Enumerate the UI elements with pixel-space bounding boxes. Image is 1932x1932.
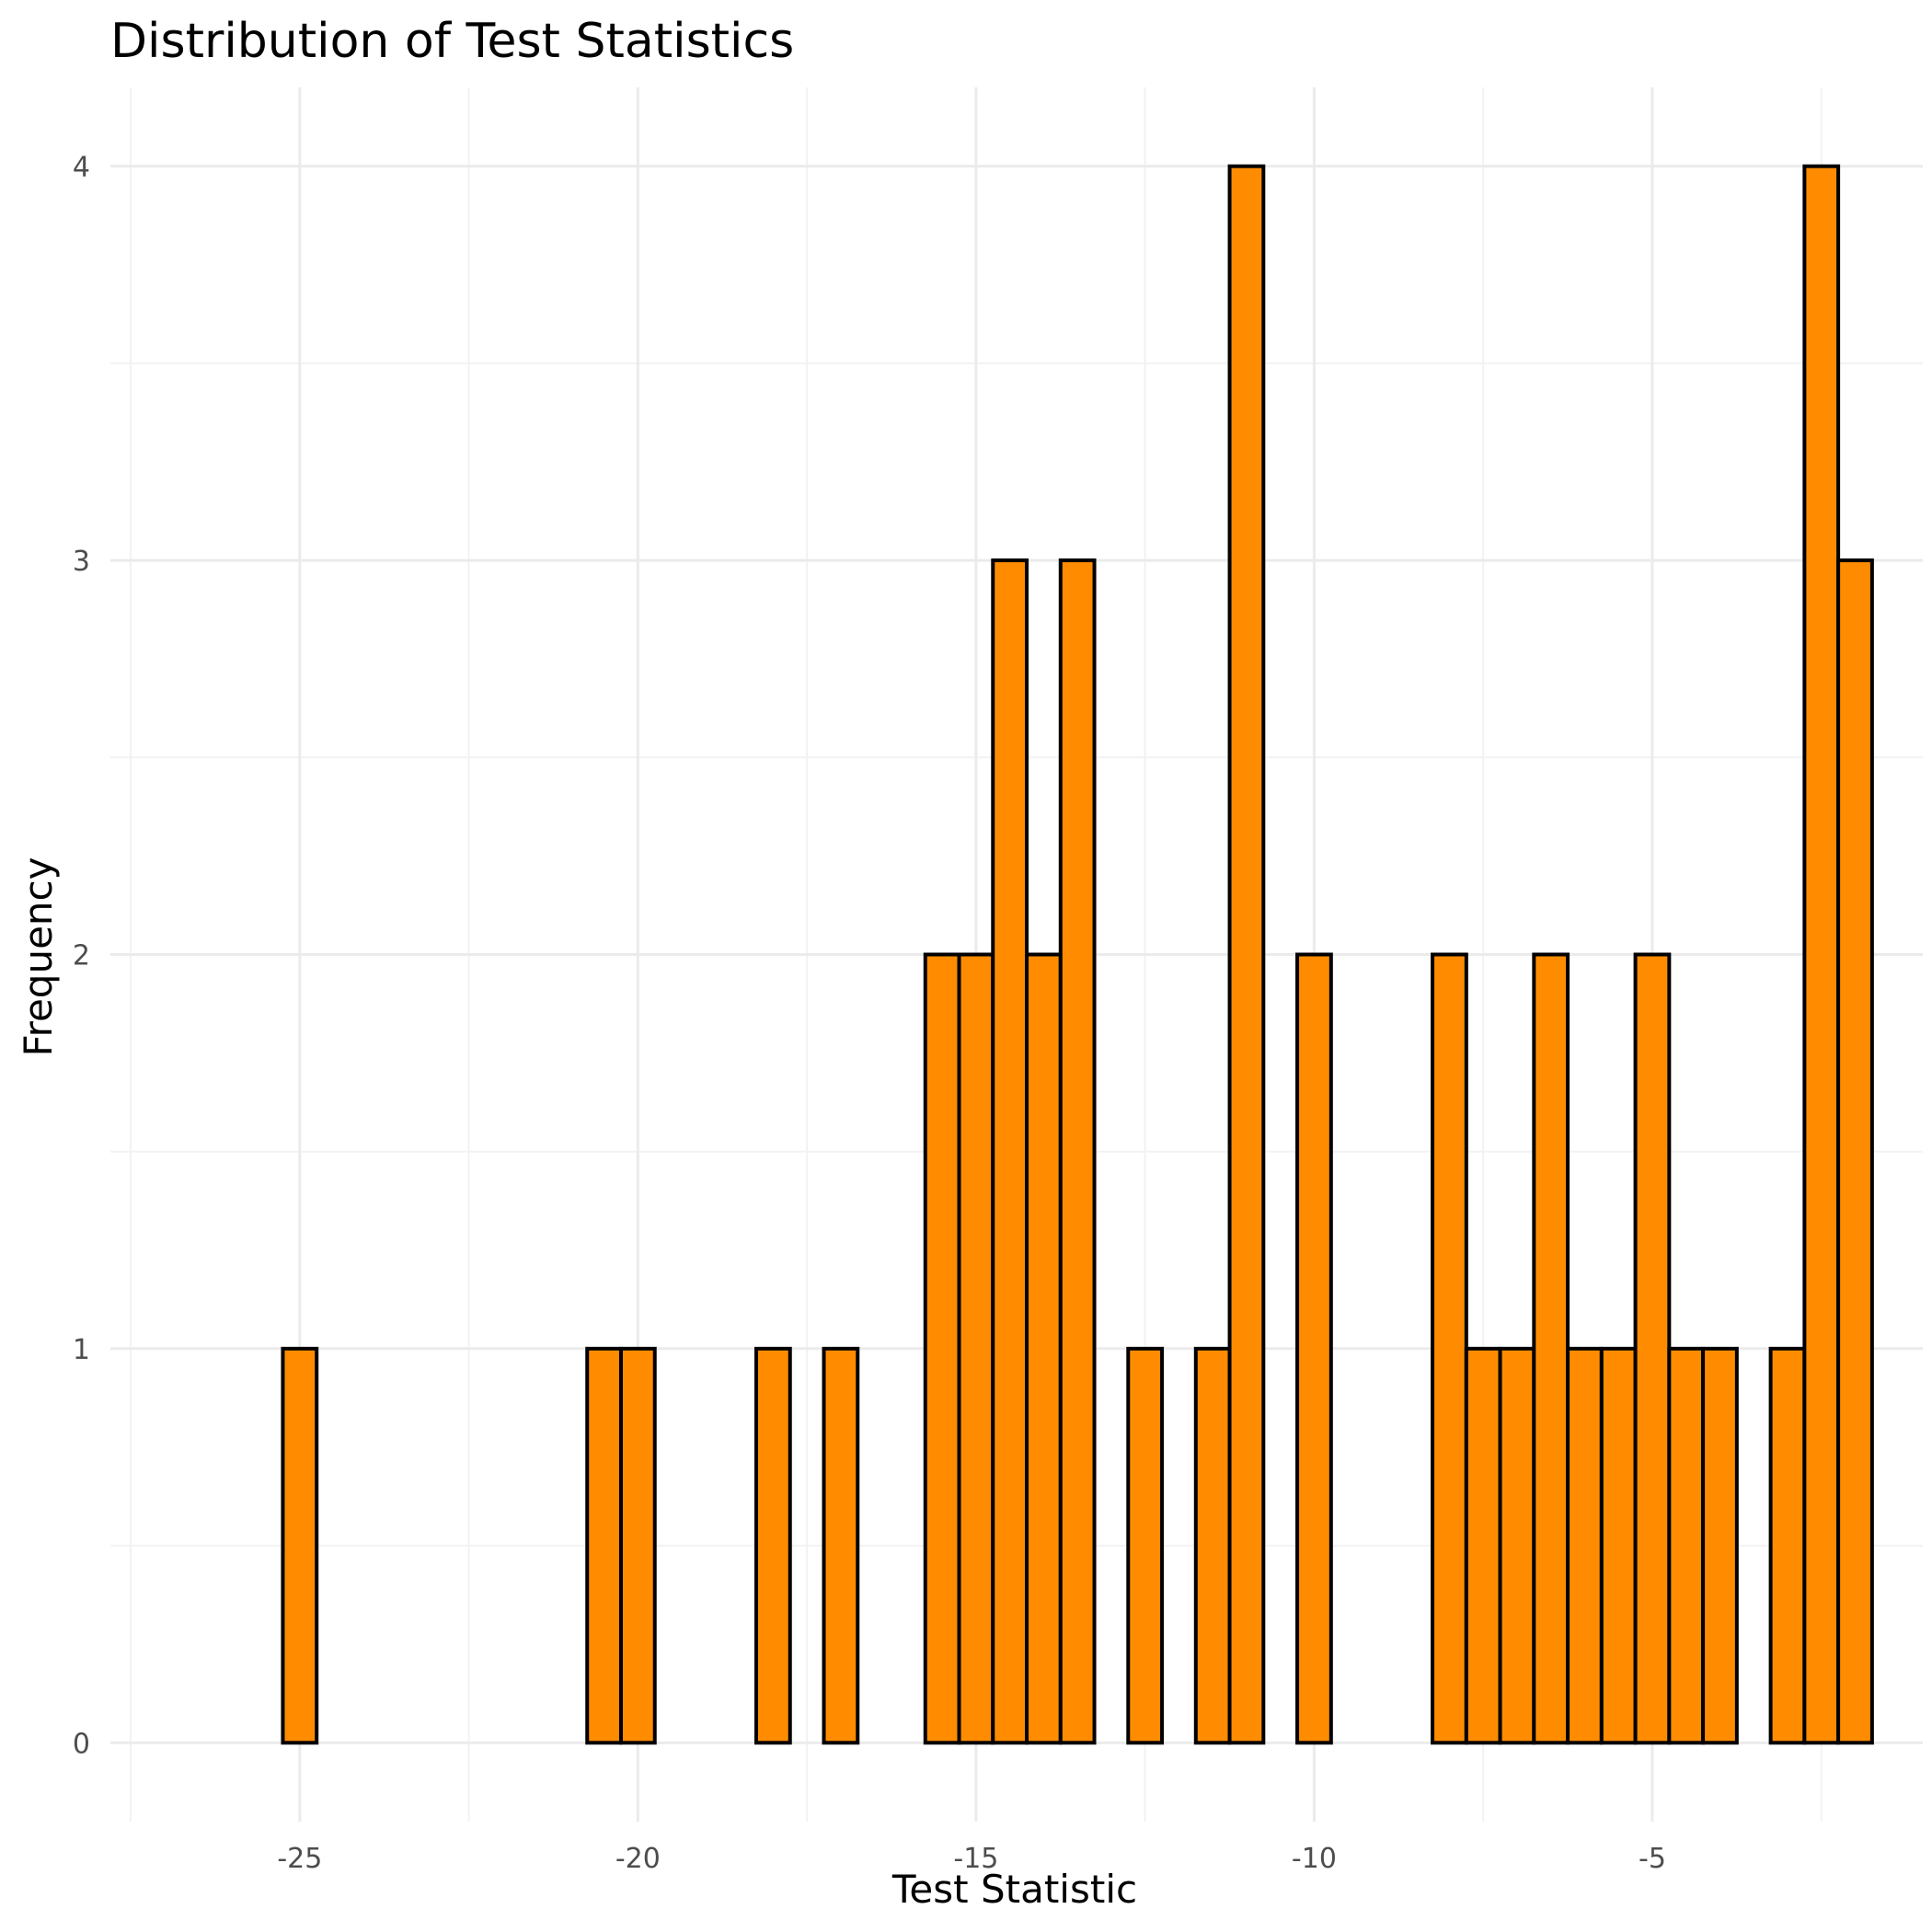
histogram-bar <box>1295 952 1333 1745</box>
histogram-bar <box>923 952 961 1745</box>
histogram-bars <box>281 164 1874 1745</box>
x-tick-label: -25 <box>277 1843 322 1875</box>
y-tick-label: 1 <box>73 1334 90 1366</box>
y-tick-label: 2 <box>73 940 90 972</box>
histogram-bar <box>618 1346 657 1745</box>
histogram-bar <box>1431 952 1468 1745</box>
chart-title: Distribution of Test Statistics <box>110 14 794 69</box>
x-tick-label: -10 <box>1292 1843 1337 1875</box>
y-tick-label: 4 <box>73 152 90 184</box>
y-axis-title: Frequency <box>16 857 61 1057</box>
histogram-bar <box>585 1346 623 1745</box>
x-tick-label: -20 <box>615 1843 661 1875</box>
y-tick-label: 3 <box>73 546 90 578</box>
histogram-bar <box>753 1346 792 1745</box>
histogram-bar <box>1498 1346 1536 1745</box>
y-tick-label: 0 <box>73 1728 90 1760</box>
histogram-bar <box>1126 1346 1165 1745</box>
x-tick-label: -5 <box>1639 1843 1666 1875</box>
histogram-bar <box>1768 1346 1807 1745</box>
histogram-bar <box>1599 1346 1638 1745</box>
histogram-bar <box>1193 1346 1232 1745</box>
histogram-bar <box>1667 1346 1706 1745</box>
x-axis-tick-labels: -25 -20 -15 -10 -5 <box>277 1843 1666 1875</box>
histogram-bar <box>1701 1346 1739 1745</box>
histogram-bar <box>1633 952 1672 1745</box>
histogram-bar <box>991 558 1029 1745</box>
histogram-bar <box>1566 1346 1604 1745</box>
histogram-bar <box>822 1346 860 1745</box>
histogram-bar <box>957 952 995 1745</box>
histogram-bar <box>281 1346 319 1745</box>
y-axis-tick-labels: 0 1 2 3 4 <box>73 152 90 1761</box>
histogram-bar <box>1836 558 1874 1745</box>
histogram-bar <box>1464 1346 1502 1745</box>
x-axis-title: Test Statistic <box>891 1867 1137 1912</box>
histogram-bar <box>1802 164 1841 1745</box>
x-tick-label: -15 <box>953 1843 998 1875</box>
histogram-bar <box>1532 952 1570 1745</box>
histogram-bar <box>1227 164 1266 1745</box>
histogram-bar <box>1058 558 1097 1745</box>
histogram-bar <box>1025 952 1063 1745</box>
